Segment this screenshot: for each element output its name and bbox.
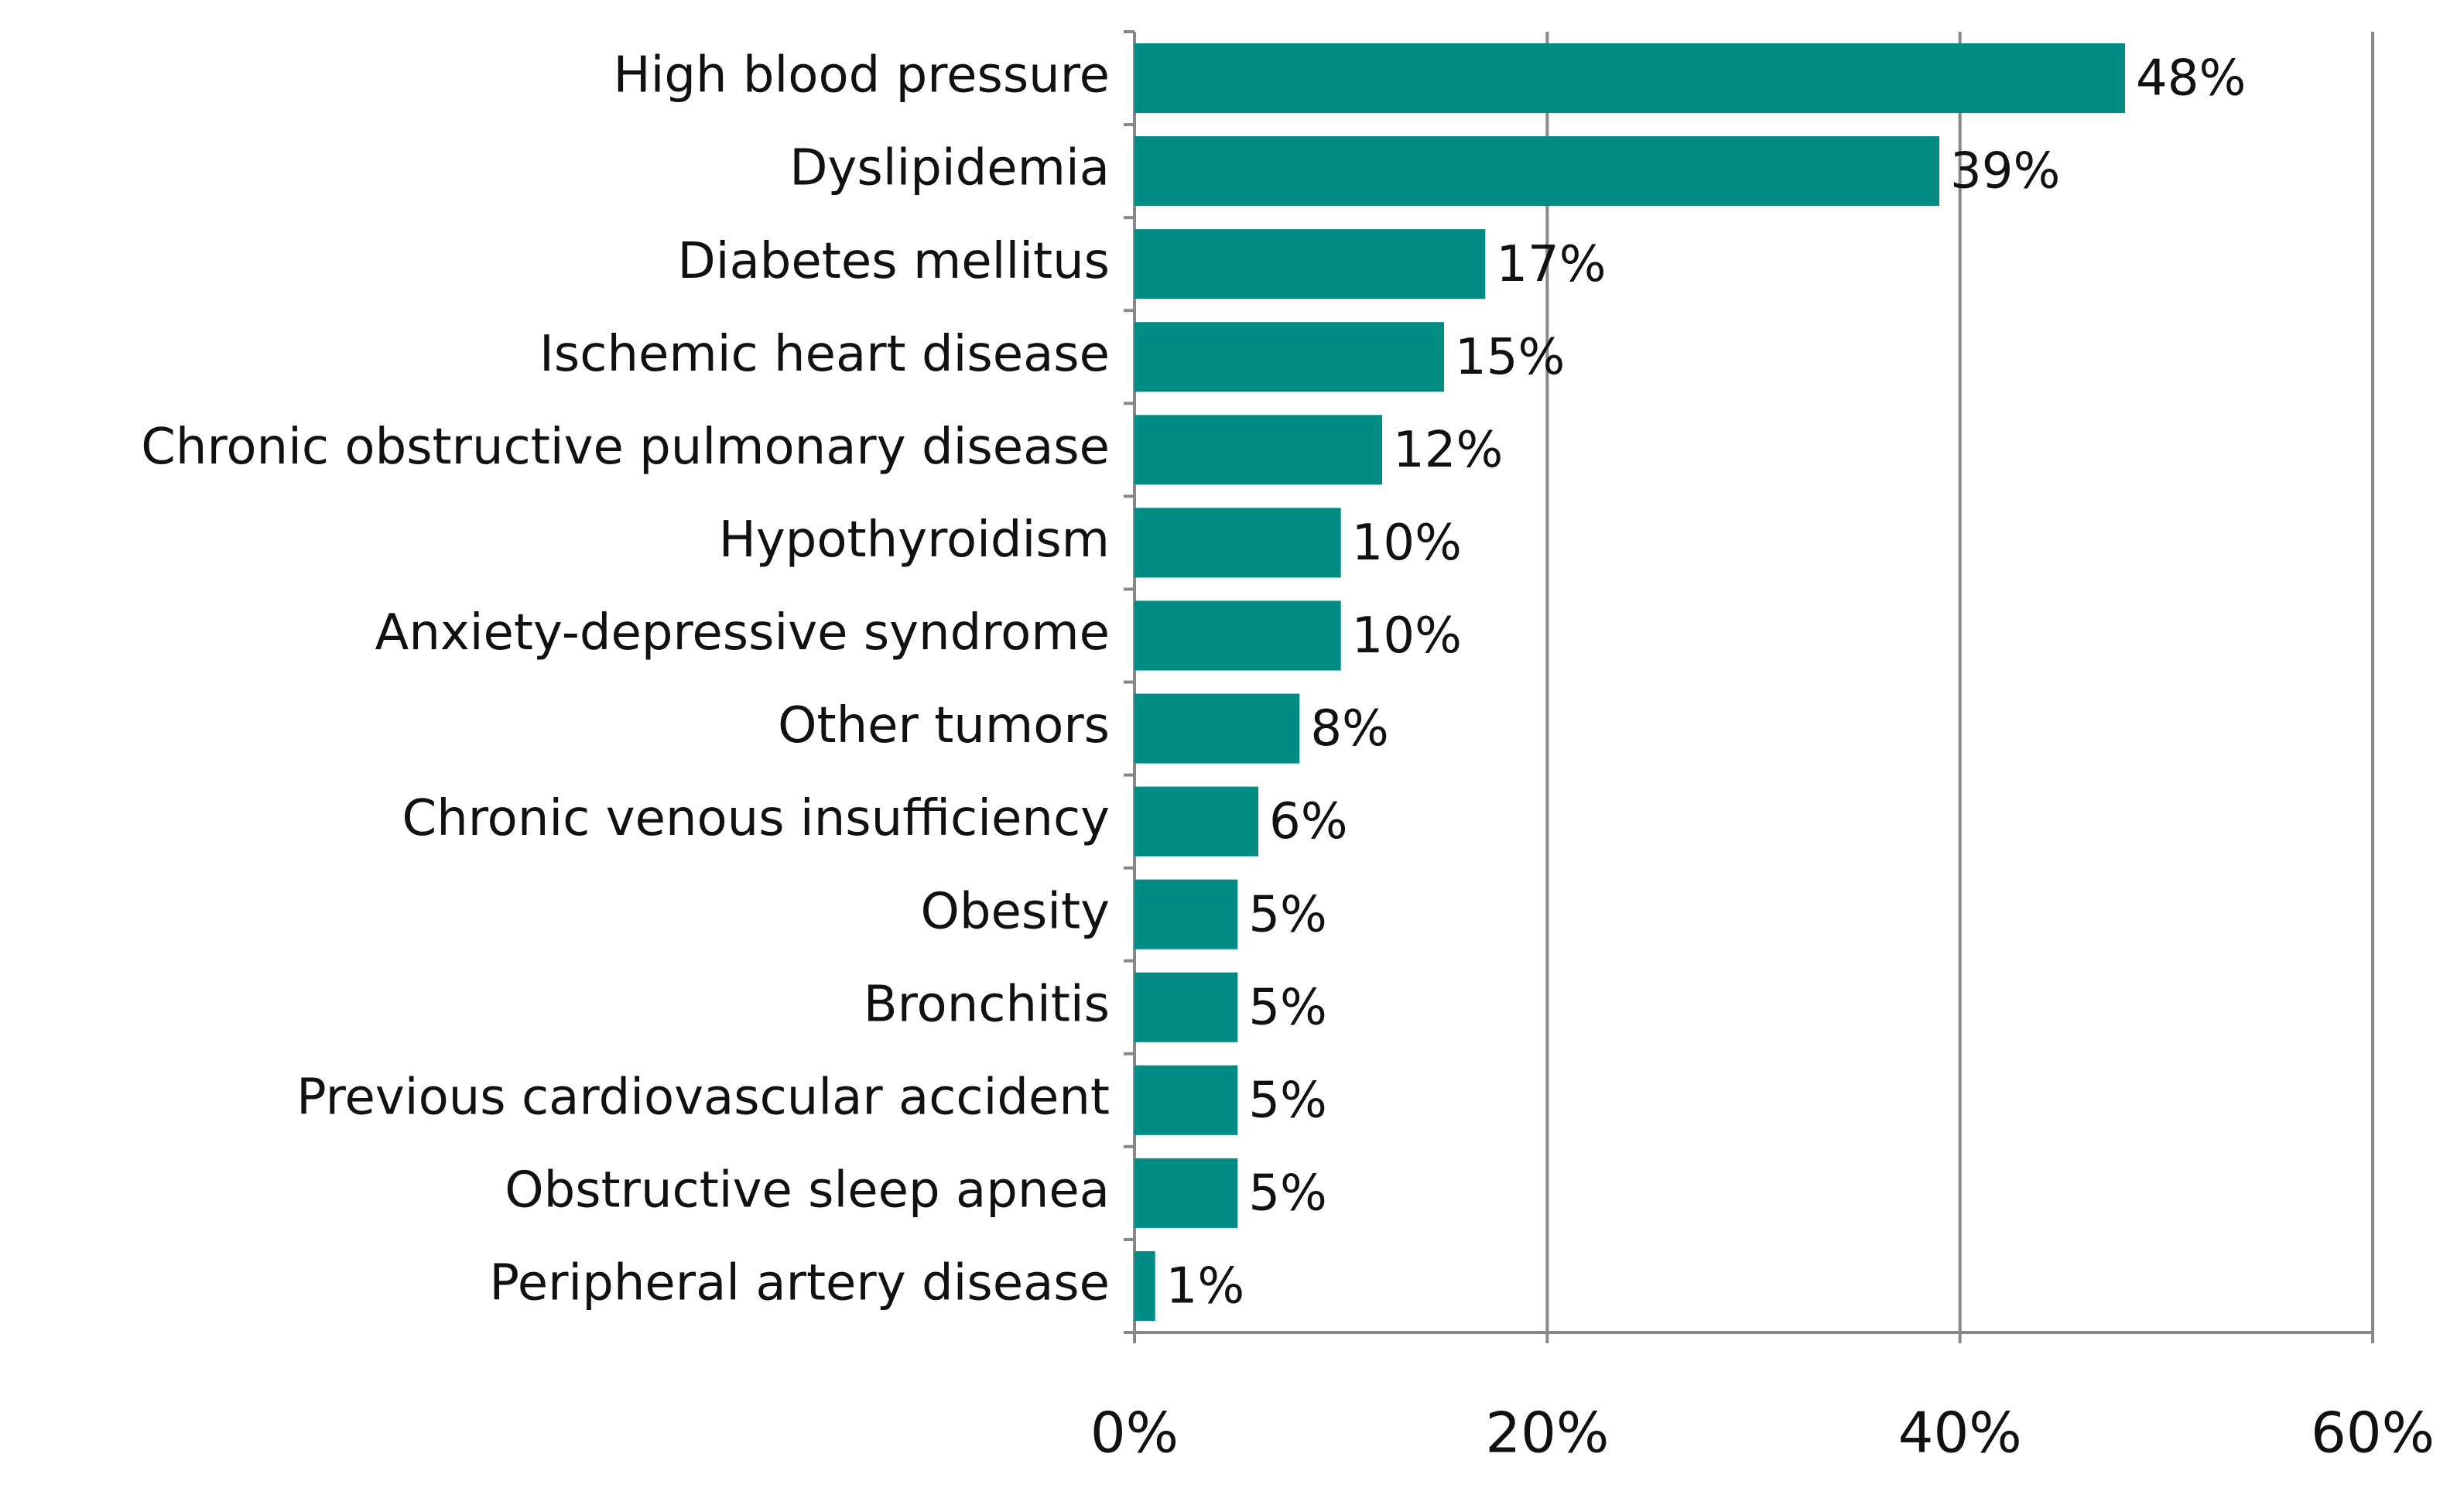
bar: [1134, 972, 1238, 1042]
category-label: Obesity: [921, 883, 1110, 940]
category-label: Chronic venous insufficiency: [402, 790, 1111, 847]
value-label: 10%: [1352, 515, 1462, 572]
x-tick-label: 20%: [1485, 1401, 1609, 1466]
value-label: 17%: [1496, 236, 1606, 293]
category-label: Other tumors: [778, 697, 1110, 754]
category-label: Previous cardiovascular accident: [296, 1069, 1110, 1126]
x-tick-label: 60%: [2311, 1401, 2435, 1466]
bar: [1134, 415, 1382, 485]
value-label: 5%: [1248, 1165, 1327, 1222]
value-label: 39%: [1950, 143, 2060, 200]
x-tick-label: 40%: [1898, 1401, 2022, 1466]
bar: [1134, 229, 1486, 299]
value-label: 5%: [1248, 979, 1327, 1036]
category-label: High blood pressure: [613, 47, 1110, 104]
category-label: Diabetes mellitus: [678, 233, 1111, 290]
category-label: Anxiety-depressive syndrome: [375, 604, 1110, 662]
bar: [1134, 693, 1300, 764]
category-label: Bronchitis: [864, 976, 1110, 1033]
value-label: 48%: [2136, 50, 2246, 108]
value-label: 5%: [1248, 886, 1327, 943]
bar: [1134, 43, 2125, 114]
category-label: Ischemic heart disease: [539, 326, 1110, 383]
value-label: 1%: [1166, 1258, 1245, 1315]
category-label: Chronic obstructive pulmonary disease: [141, 419, 1110, 476]
bar: [1134, 322, 1444, 392]
value-label: 12%: [1393, 422, 1503, 479]
value-label: 10%: [1352, 607, 1462, 665]
category-label: Obstructive sleep apnea: [505, 1161, 1110, 1219]
bar: [1134, 1158, 1238, 1228]
bar: [1134, 136, 1939, 207]
bar: [1134, 786, 1258, 857]
bar: [1134, 600, 1341, 671]
bar: [1134, 1065, 1238, 1135]
bar: [1134, 1250, 1155, 1321]
value-label: 8%: [1310, 700, 1389, 758]
x-tick-label: 0%: [1090, 1401, 1179, 1466]
value-label: 6%: [1269, 793, 1348, 850]
value-label: 5%: [1248, 1072, 1327, 1129]
category-label: Peripheral artery disease: [489, 1255, 1110, 1312]
bar: [1134, 508, 1341, 578]
bar: [1134, 879, 1238, 949]
category-label: Dyslipidemia: [789, 140, 1110, 197]
category-label: Hypothyroidism: [719, 511, 1110, 569]
value-label: 15%: [1455, 329, 1565, 386]
